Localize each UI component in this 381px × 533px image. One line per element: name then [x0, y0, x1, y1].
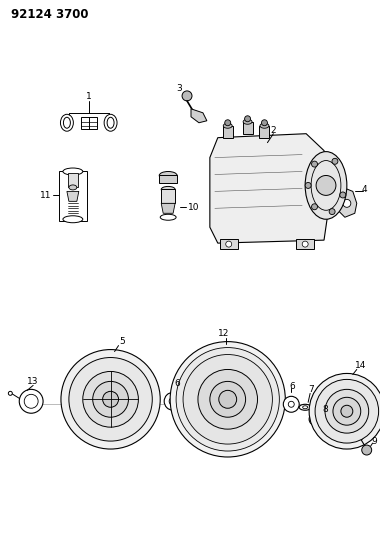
- Ellipse shape: [107, 117, 114, 128]
- Ellipse shape: [223, 123, 232, 128]
- Text: 2: 2: [271, 126, 276, 135]
- Circle shape: [219, 390, 237, 408]
- Text: 11: 11: [40, 191, 51, 200]
- Circle shape: [288, 401, 294, 407]
- Ellipse shape: [159, 172, 177, 180]
- Ellipse shape: [63, 168, 83, 175]
- Ellipse shape: [69, 185, 77, 190]
- Circle shape: [340, 192, 346, 198]
- Polygon shape: [191, 109, 207, 123]
- Text: 3: 3: [176, 84, 182, 93]
- Bar: [159, 175, 177, 183]
- Polygon shape: [161, 203, 175, 213]
- Polygon shape: [210, 134, 332, 243]
- Circle shape: [8, 391, 12, 395]
- Circle shape: [245, 116, 251, 122]
- Ellipse shape: [63, 117, 70, 128]
- Circle shape: [312, 417, 318, 422]
- Bar: [68, 173, 78, 188]
- Text: 8: 8: [322, 405, 328, 414]
- Circle shape: [329, 208, 335, 215]
- Circle shape: [164, 392, 182, 410]
- Circle shape: [358, 434, 363, 440]
- Circle shape: [210, 382, 246, 417]
- Circle shape: [341, 405, 353, 417]
- Ellipse shape: [303, 406, 307, 409]
- Ellipse shape: [161, 187, 175, 192]
- Circle shape: [305, 182, 311, 188]
- Circle shape: [309, 374, 381, 449]
- Bar: [161, 189, 175, 203]
- Circle shape: [316, 175, 336, 196]
- Text: 12: 12: [218, 329, 229, 338]
- Circle shape: [333, 397, 361, 425]
- Bar: [220, 239, 238, 249]
- Circle shape: [83, 372, 138, 427]
- Circle shape: [69, 358, 152, 441]
- Circle shape: [170, 342, 285, 457]
- Circle shape: [61, 350, 160, 449]
- Ellipse shape: [104, 114, 117, 131]
- Circle shape: [24, 394, 38, 408]
- Circle shape: [312, 204, 317, 210]
- Ellipse shape: [260, 123, 269, 128]
- Circle shape: [362, 445, 372, 455]
- Circle shape: [176, 348, 279, 451]
- Text: 14: 14: [355, 361, 367, 370]
- Text: 6: 6: [174, 379, 180, 388]
- Ellipse shape: [311, 160, 341, 211]
- Text: 13: 13: [27, 377, 39, 386]
- Text: 6: 6: [290, 382, 295, 391]
- Circle shape: [302, 241, 308, 247]
- Ellipse shape: [299, 404, 311, 410]
- Ellipse shape: [243, 119, 252, 124]
- Text: 10: 10: [188, 203, 200, 212]
- Circle shape: [102, 391, 118, 407]
- Text: 92124 3700: 92124 3700: [11, 8, 89, 21]
- Ellipse shape: [160, 214, 176, 220]
- Ellipse shape: [61, 114, 74, 131]
- Circle shape: [315, 379, 379, 443]
- Text: 7: 7: [308, 385, 314, 394]
- Circle shape: [309, 413, 321, 425]
- Circle shape: [261, 120, 267, 126]
- Circle shape: [325, 389, 369, 433]
- Bar: [81, 117, 97, 129]
- Circle shape: [312, 161, 317, 167]
- Circle shape: [343, 199, 351, 207]
- Bar: [243, 122, 253, 134]
- Circle shape: [283, 397, 299, 412]
- Text: 9: 9: [372, 437, 378, 446]
- Circle shape: [182, 91, 192, 101]
- Ellipse shape: [305, 151, 347, 219]
- Circle shape: [169, 397, 177, 405]
- Bar: [59, 172, 87, 221]
- Bar: [296, 239, 314, 249]
- Circle shape: [332, 158, 338, 164]
- Circle shape: [226, 241, 232, 247]
- Circle shape: [93, 382, 128, 417]
- Text: 5: 5: [120, 337, 125, 346]
- Circle shape: [19, 389, 43, 413]
- Circle shape: [183, 354, 272, 444]
- Polygon shape: [337, 188, 357, 217]
- Ellipse shape: [63, 216, 83, 223]
- Polygon shape: [67, 191, 79, 201]
- Circle shape: [225, 120, 231, 126]
- Circle shape: [198, 369, 258, 429]
- Text: 1: 1: [86, 92, 91, 101]
- Bar: [223, 126, 233, 138]
- Bar: [259, 126, 269, 138]
- Text: 4: 4: [362, 185, 368, 194]
